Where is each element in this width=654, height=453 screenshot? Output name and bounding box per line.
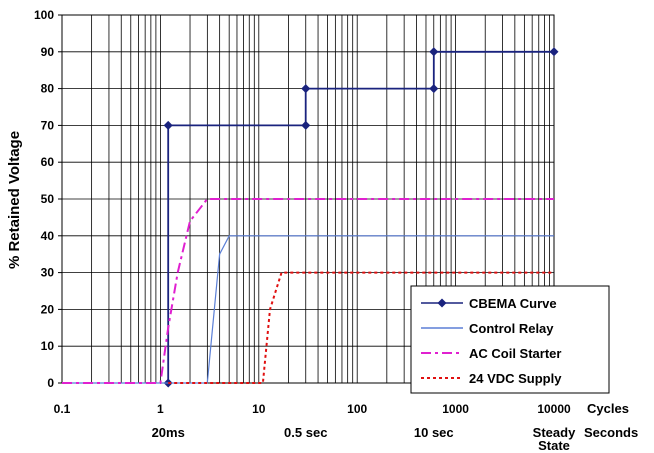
series-line-ac-coil-starter — [62, 198, 554, 384]
seconds-marker-label: 0.5 sec — [284, 425, 327, 440]
data-point-cbema-curve — [301, 120, 311, 130]
y-tick-label: 0 — [47, 376, 54, 390]
y-axis-ticks: 0 10 20 30 40 50 60 70 80 90 100 — [34, 8, 62, 390]
x-tick-label: 10 — [252, 402, 266, 416]
y-tick-label: 90 — [41, 45, 55, 59]
seconds-marker-label: Steady State — [533, 425, 576, 453]
legend-marker — [437, 298, 447, 308]
seconds-markers: 20ms 0.5 sec 10 sec Steady State — [152, 425, 577, 453]
x-tick-label: 100 — [347, 402, 367, 416]
data-point-cbema-curve — [549, 47, 559, 57]
x-tick-label: 1000 — [442, 402, 469, 416]
legend: CBEMA Curve Control Relay AC Coil Starter 2… — [410, 285, 610, 394]
series-line-24-vdc-supply — [168, 271, 554, 384]
y-tick-label: 60 — [41, 155, 55, 169]
y-tick-label: 50 — [41, 192, 55, 206]
x-tick-label: 10000 — [537, 402, 571, 416]
data-point-cbema-curve — [163, 120, 173, 130]
legend-box — [410, 285, 610, 394]
x-axis-ticks: 0.1 1 10 100 1000 10000 — [54, 402, 571, 416]
y-tick-label: 10 — [41, 339, 55, 353]
legend-label-control-relay: Control Relay — [469, 321, 554, 336]
y-tick-label: 80 — [41, 82, 55, 96]
y-tick-label: 20 — [41, 302, 55, 316]
y-tick-label: 30 — [41, 266, 55, 280]
y-tick-label: 100 — [34, 8, 54, 22]
y-tick-label: 70 — [41, 118, 55, 132]
seconds-marker-label: 20ms — [152, 425, 185, 440]
seconds-unit-label: Seconds — [584, 425, 638, 440]
x-tick-label: 0.1 — [54, 402, 71, 416]
x-tick-label: 1 — [157, 402, 164, 416]
legend-label-cbema-curve: CBEMA Curve — [469, 296, 557, 311]
x-unit-label: Cycles — [587, 401, 629, 416]
series-layer — [62, 47, 559, 388]
series-line-control-relay — [62, 235, 554, 384]
legend-label-ac-coil-starter: AC Coil Starter — [469, 346, 561, 361]
data-point-cbema-curve — [429, 47, 439, 57]
seconds-marker-label: 10 sec — [414, 425, 454, 440]
y-axis-label: % Retained Voltage — [6, 131, 23, 269]
y-tick-label: 40 — [41, 229, 55, 243]
legend-label-24-vdc-supply: 24 VDC Supply — [469, 371, 562, 386]
data-point-cbema-curve — [429, 84, 439, 94]
data-point-cbema-curve — [301, 84, 311, 94]
